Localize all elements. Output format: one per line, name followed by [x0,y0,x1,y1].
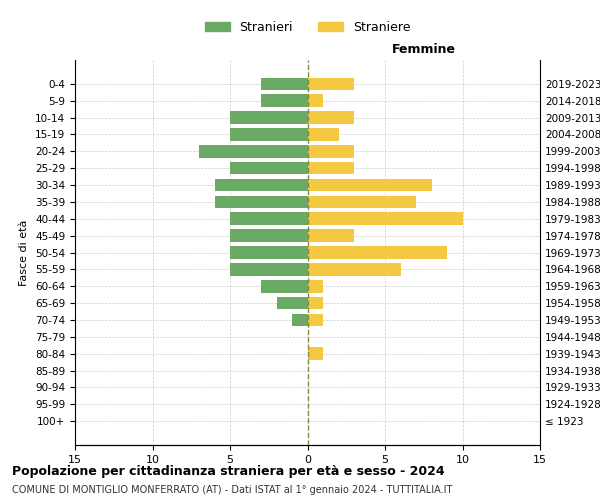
Legend: Stranieri, Straniere: Stranieri, Straniere [199,16,415,39]
Bar [308,314,323,326]
Bar [308,263,401,276]
Bar [308,196,416,208]
Bar [308,162,354,174]
Bar [230,246,308,259]
Bar [292,314,308,326]
Bar [261,280,308,292]
Bar [308,230,354,242]
Bar [215,178,308,192]
Bar [308,348,323,360]
Text: Femmine: Femmine [392,43,456,56]
Bar [230,111,308,124]
Bar [308,178,431,192]
Bar [308,297,323,310]
Bar [261,78,308,90]
Bar [308,280,323,292]
Bar [277,297,308,310]
Y-axis label: Fasce di età: Fasce di età [19,220,29,286]
Bar [308,111,354,124]
Bar [308,212,463,225]
Bar [230,128,308,141]
Bar [308,94,323,107]
Bar [308,128,338,141]
Bar [261,94,308,107]
Bar [308,78,354,90]
Bar [199,145,308,158]
Bar [215,196,308,208]
Text: COMUNE DI MONTIGLIO MONFERRATO (AT) - Dati ISTAT al 1° gennaio 2024 - TUTTITALIA: COMUNE DI MONTIGLIO MONFERRATO (AT) - Da… [12,485,452,495]
Bar [230,212,308,225]
Bar [230,263,308,276]
Bar [230,230,308,242]
Text: Popolazione per cittadinanza straniera per età e sesso - 2024: Popolazione per cittadinanza straniera p… [12,465,445,478]
Bar [308,145,354,158]
Bar [230,162,308,174]
Bar [308,246,447,259]
